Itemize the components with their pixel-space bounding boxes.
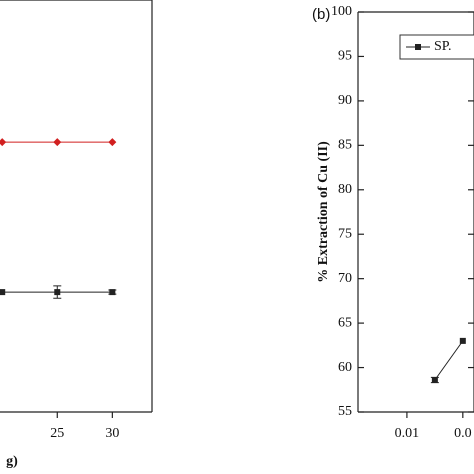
x-axis-label: g): [6, 454, 18, 469]
x-tick-label: 0.0: [454, 426, 472, 441]
data-point: [431, 377, 438, 383]
y-tick-label: 100: [331, 4, 352, 19]
data-point: [0, 289, 6, 296]
data-point: [109, 289, 116, 296]
y-tick-label: 55: [338, 404, 352, 419]
legend-label: SP.: [434, 39, 452, 54]
y-tick-label: 70: [338, 271, 352, 286]
y-tick-label: 95: [338, 49, 352, 64]
y-tick-label: 80: [338, 182, 352, 197]
data-point: [0, 138, 7, 147]
legend: SP.: [399, 34, 474, 60]
data-point: [53, 138, 62, 147]
y-tick-label: 75: [338, 226, 352, 241]
y-tick-label: 90: [338, 93, 352, 108]
data-point: [54, 289, 61, 296]
y-tick-label: 85: [338, 138, 352, 153]
data-point: [459, 337, 466, 344]
y-axis-label: % Extraction of Cu (II): [316, 141, 331, 283]
plot-area: [430, 337, 466, 384]
panel-label: (b): [312, 6, 330, 23]
x-tick-label: 30: [105, 426, 119, 441]
y-tick-label: 60: [338, 360, 352, 375]
x-tick-label: 0.01: [395, 426, 420, 441]
y-tick-label: 65: [338, 315, 352, 330]
x-tick-label: 25: [50, 426, 64, 441]
legend-marker: [415, 44, 421, 50]
series-line: [434, 340, 464, 381]
plot-area: [0, 138, 117, 299]
data-point: [108, 138, 117, 147]
